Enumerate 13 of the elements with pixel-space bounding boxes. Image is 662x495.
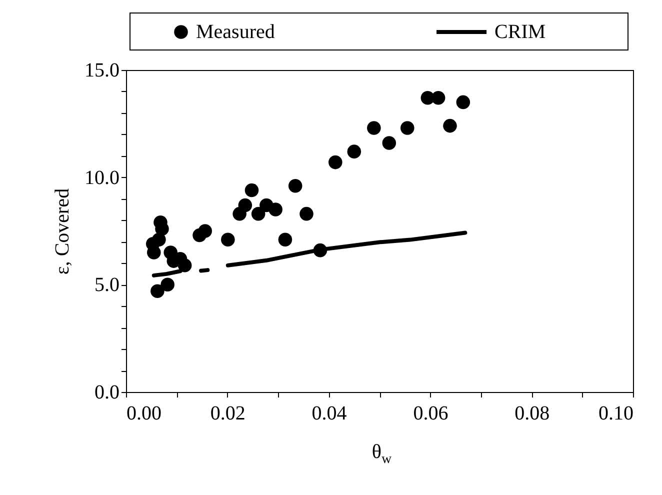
x-tick-label: 0.02 xyxy=(210,402,246,424)
y-tick-label: 5.0 xyxy=(94,274,120,296)
y-tick-label: 15.0 xyxy=(84,60,120,82)
x-tick-label: 0.10 xyxy=(598,402,634,424)
x-tick-label: 0.08 xyxy=(514,402,550,424)
legend-label: Measured xyxy=(196,21,275,43)
legend-label: CRIM xyxy=(494,21,546,43)
x-tick-label: 0.00 xyxy=(126,402,162,424)
x-tick-label: 0.04 xyxy=(312,402,347,424)
x-tick-label: 0.06 xyxy=(413,402,448,424)
y-tick-label: 10.0 xyxy=(84,166,120,189)
y-axis-title: ε, Covered xyxy=(52,188,74,275)
y-tick-label: 0.0 xyxy=(94,382,120,404)
